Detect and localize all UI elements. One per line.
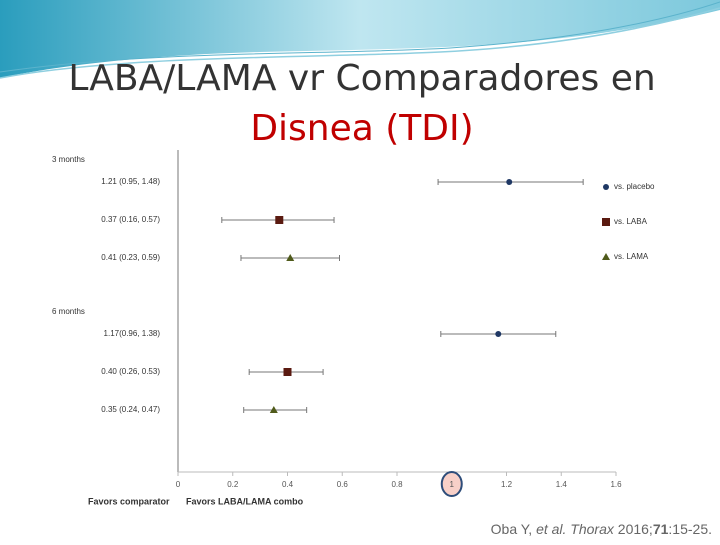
citation-part: 2016; bbox=[614, 521, 653, 537]
legend-label: vs. LAMA bbox=[614, 252, 649, 261]
chart-area bbox=[48, 150, 665, 512]
citation-part: :15-25. bbox=[668, 521, 712, 537]
group-label: 6 months bbox=[52, 307, 85, 316]
point-marker bbox=[602, 253, 610, 260]
point-marker bbox=[269, 406, 278, 413]
header-swirl bbox=[0, 1, 720, 73]
value-label: 1.21 (0.95, 1.48) bbox=[101, 177, 160, 186]
x-tick-label: 1.4 bbox=[556, 480, 568, 489]
slide-title: LABA/LAMA vr Comparadores en bbox=[68, 58, 655, 99]
x-tick-label: 0.6 bbox=[337, 480, 349, 489]
slide-title: Disnea (TDI) bbox=[250, 108, 473, 149]
value-label: 1.17(0.96, 1.38) bbox=[104, 329, 161, 338]
x-tick-label: 1.2 bbox=[501, 480, 513, 489]
point-marker bbox=[506, 179, 513, 185]
x-tick-label: 0.2 bbox=[227, 480, 239, 489]
x-tick-label: 0 bbox=[176, 480, 181, 489]
point-marker bbox=[275, 216, 284, 224]
value-label: 0.41 (0.23, 0.59) bbox=[101, 253, 160, 262]
point-marker bbox=[603, 184, 609, 190]
chart: 0 0.2 0.4 0.6 0.8 1 1.2 1.4 1.6 Favors comparator… bbox=[52, 150, 655, 506]
point-marker bbox=[495, 331, 502, 337]
citation-part: et al. Thorax bbox=[536, 521, 615, 537]
header-swirl bbox=[0, 7, 720, 79]
point-marker bbox=[286, 254, 295, 261]
point-marker bbox=[283, 368, 292, 376]
x-tick-label: 0.4 bbox=[282, 480, 294, 489]
citation-part: Oba Y, bbox=[491, 521, 536, 537]
x-label-right: Favors LABA/LAMA combo bbox=[186, 496, 304, 506]
value-label: 0.37 (0.16, 0.57) bbox=[101, 215, 160, 224]
citation: Oba Y, et al. Thorax 2016;71:15-25. bbox=[491, 521, 712, 537]
point-marker bbox=[602, 218, 610, 226]
tick-highlight bbox=[440, 471, 463, 497]
header-decoration bbox=[0, 0, 720, 78]
value-label: 0.40 (0.26, 0.53) bbox=[101, 367, 160, 376]
x-tick-label: 1 bbox=[450, 480, 455, 489]
legend-label: vs. placebo bbox=[614, 182, 655, 191]
group-label: 3 months bbox=[52, 155, 85, 164]
x-tick-label: 1.6 bbox=[610, 480, 622, 489]
citation-part: 71 bbox=[653, 521, 669, 537]
x-label-left: Favors comparator bbox=[88, 496, 170, 506]
value-label: 0.35 (0.24, 0.47) bbox=[101, 405, 160, 414]
x-tick-label: 0.8 bbox=[391, 480, 403, 489]
legend-label: vs. LABA bbox=[614, 217, 648, 226]
